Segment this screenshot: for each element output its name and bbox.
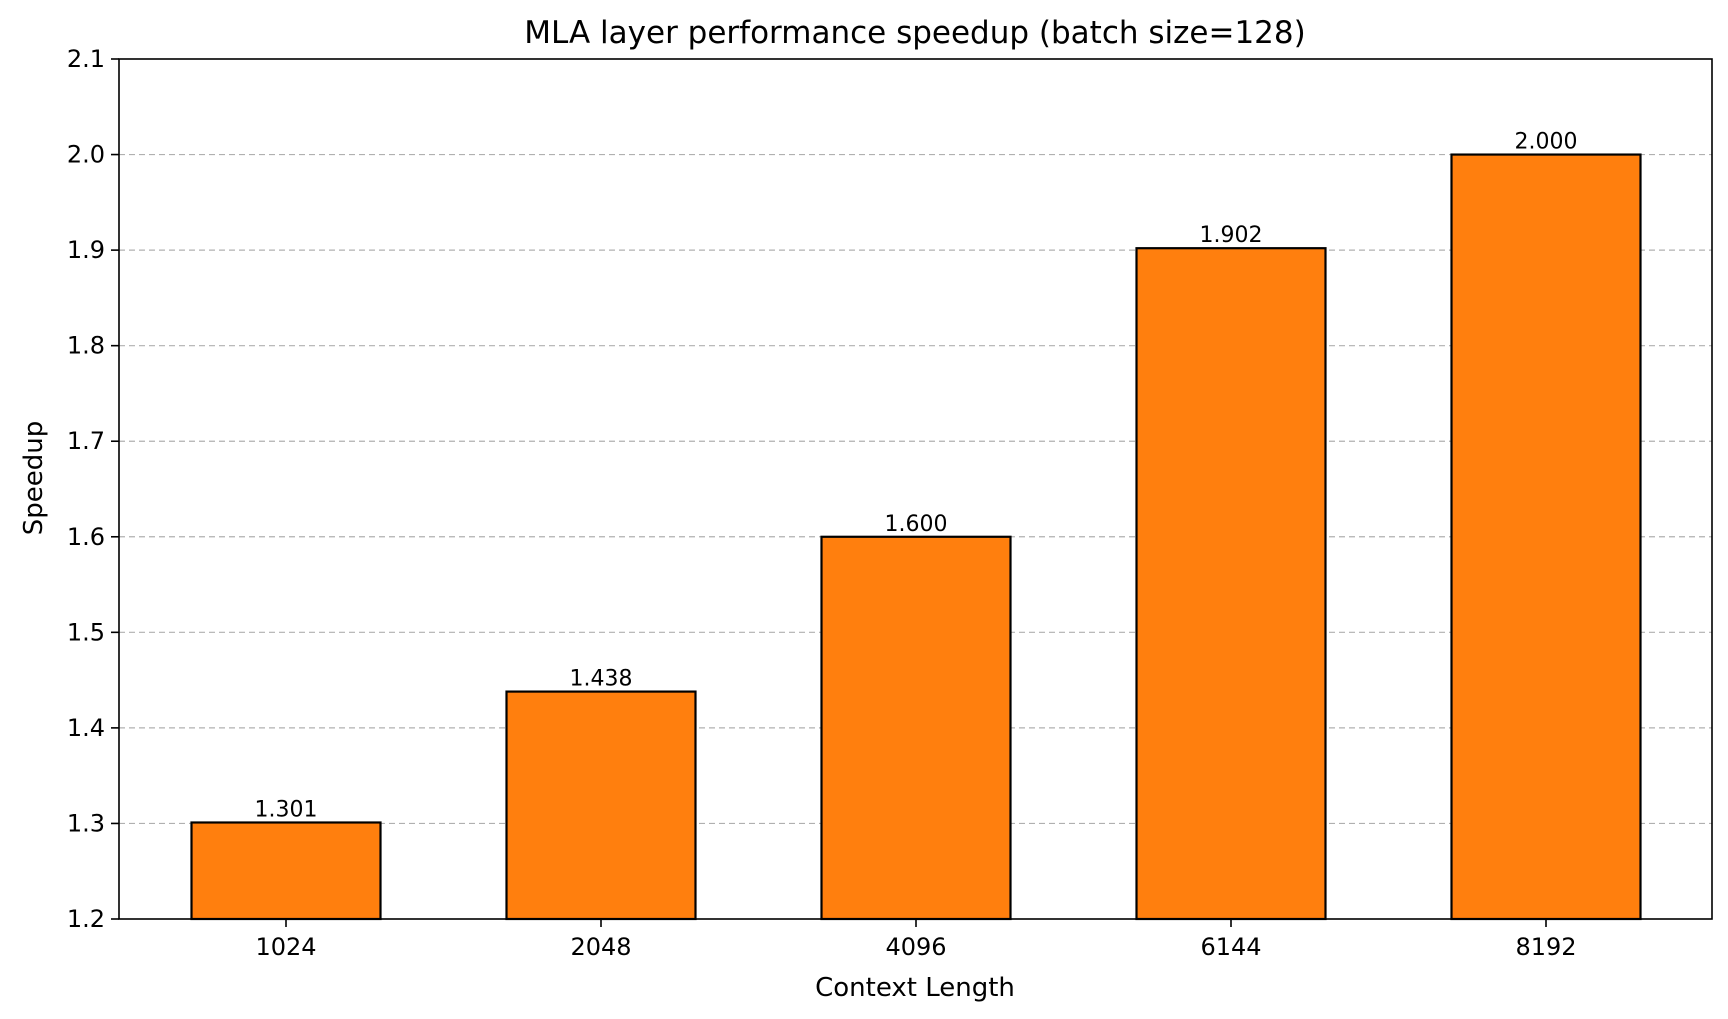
y-tick-label-1.3: 1.3 xyxy=(67,809,105,837)
y-axis-label: Speedup xyxy=(19,421,49,536)
x-tick-label-6144: 6144 xyxy=(1200,933,1261,961)
data-label-6144: 1.902 xyxy=(1200,223,1263,248)
x-tick-label-1024: 1024 xyxy=(255,933,316,961)
y-tick-label-1.5: 1.5 xyxy=(67,618,105,646)
bar-2048 xyxy=(505,690,697,921)
data-label-2048: 1.438 xyxy=(570,667,633,692)
y-tick-label-1.4: 1.4 xyxy=(67,714,105,742)
bar-8192 xyxy=(1450,153,1642,921)
y-tick-label-1.8: 1.8 xyxy=(67,332,105,360)
bar-6144 xyxy=(1135,247,1327,921)
x-axis-ticks: 1024 2048 4096 6144 8192 xyxy=(255,919,1577,961)
y-tick-label-1.2: 1.2 xyxy=(67,905,105,933)
y-tick-label-2.1: 2.1 xyxy=(67,45,105,73)
x-tick-label-2048: 2048 xyxy=(570,933,631,961)
y-tick-label-1.7: 1.7 xyxy=(67,427,105,455)
gridlines xyxy=(119,153,1712,825)
y-tick-label-1.9: 1.9 xyxy=(67,236,105,264)
data-label-4096: 1.600 xyxy=(885,512,948,537)
bars xyxy=(190,153,1642,921)
chart-title: MLA layer performance speedup (batch siz… xyxy=(524,15,1305,51)
y-tick-label-1.6: 1.6 xyxy=(67,523,105,551)
bar-4096 xyxy=(820,535,1012,921)
x-tick-label-4096: 4096 xyxy=(885,933,946,961)
data-labels: 1.301 1.438 1.600 1.902 2.000 xyxy=(255,130,1578,823)
x-axis-label: Context Length xyxy=(815,973,1015,1003)
bar-1024 xyxy=(190,821,382,921)
data-label-1024: 1.301 xyxy=(255,797,318,822)
y-tick-label-2.0: 2.0 xyxy=(67,141,105,169)
y-axis-ticks: 1.2 1.3 1.4 1.5 1.6 1.7 1.8 1.9 2.0 2.1 xyxy=(67,45,119,933)
x-tick-label-8192: 8192 xyxy=(1515,933,1576,961)
data-label-8192: 2.000 xyxy=(1515,130,1578,155)
